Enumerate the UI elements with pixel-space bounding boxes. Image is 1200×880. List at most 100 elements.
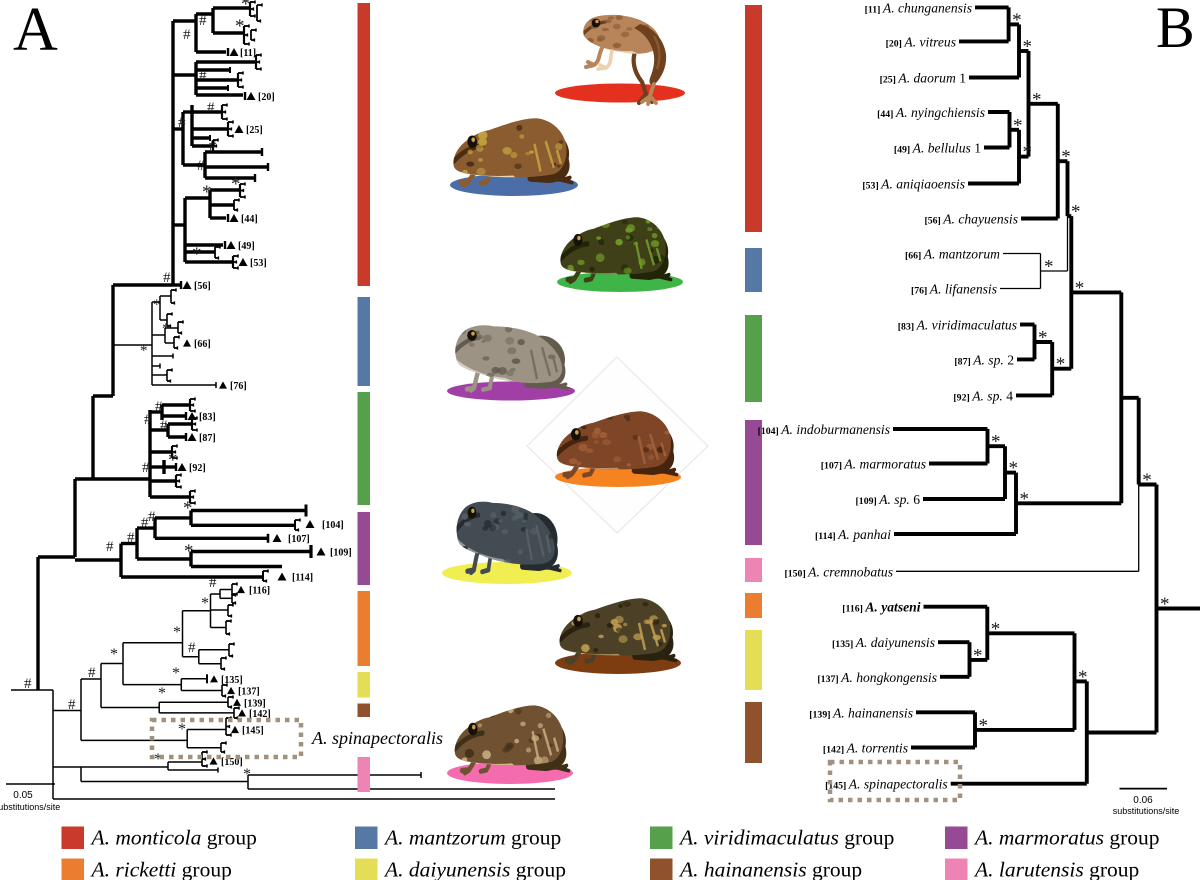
svg-text:*: * bbox=[991, 432, 1001, 453]
svg-text:[135]: [135] bbox=[221, 675, 243, 686]
svg-text:*: * bbox=[1023, 142, 1033, 163]
svg-text:*: * bbox=[1075, 278, 1085, 299]
svg-text:*: * bbox=[231, 174, 241, 195]
svg-text:[145]: [145] bbox=[242, 726, 264, 737]
svg-text:*: * bbox=[202, 182, 212, 203]
svg-text:#: # bbox=[106, 539, 114, 555]
svg-text:#: # bbox=[24, 676, 32, 692]
svg-text:A. ricketti group: A. ricketti group bbox=[90, 858, 232, 880]
svg-text:[142]: [142] bbox=[249, 709, 271, 720]
svg-text:#: # bbox=[68, 697, 76, 713]
svg-text:A. spinapectoralis: A. spinapectoralis bbox=[311, 728, 443, 748]
svg-text:#: # bbox=[178, 115, 186, 131]
svg-text:[53]: [53] bbox=[250, 258, 267, 269]
svg-text:[150]: [150] bbox=[221, 757, 243, 768]
svg-text:[49] A. bellulus 1: [49] A. bellulus 1 bbox=[894, 141, 981, 156]
svg-text:#: # bbox=[197, 158, 205, 174]
svg-text:[83]: [83] bbox=[199, 412, 216, 423]
svg-text:A. daiyunensis group: A. daiyunensis group bbox=[383, 858, 566, 880]
svg-text:*: * bbox=[1078, 667, 1088, 688]
svg-text:*: * bbox=[1071, 202, 1081, 223]
svg-text:#: # bbox=[207, 100, 215, 116]
svg-text:[109]: [109] bbox=[330, 548, 352, 559]
svg-text:[104]: [104] bbox=[322, 520, 344, 531]
svg-text:[44]: [44] bbox=[241, 214, 258, 225]
svg-text:[66]: [66] bbox=[194, 339, 211, 350]
svg-text:#: # bbox=[148, 509, 156, 525]
svg-text:[135] A. daiyunensis: [135] A. daiyunensis bbox=[832, 635, 935, 650]
svg-text:#: # bbox=[160, 418, 168, 434]
svg-text:*: * bbox=[183, 498, 193, 519]
svg-text:#: # bbox=[142, 460, 150, 476]
svg-text:*: * bbox=[158, 685, 166, 702]
svg-text:[20]: [20] bbox=[258, 92, 275, 103]
svg-text:A. larutensis group: A. larutensis group bbox=[973, 858, 1139, 880]
svg-text:[114] A. panhai: [114] A. panhai bbox=[815, 527, 891, 542]
svg-text:A. hainanensis group: A. hainanensis group bbox=[678, 858, 862, 880]
svg-text:A: A bbox=[13, 0, 58, 64]
svg-text:#: # bbox=[127, 530, 135, 546]
svg-text:*: * bbox=[1032, 89, 1042, 110]
svg-text:#: # bbox=[188, 640, 196, 656]
svg-text:[137] A. hongkongensis: [137] A. hongkongensis bbox=[817, 670, 937, 685]
svg-text:*: * bbox=[1009, 458, 1019, 479]
svg-text:[20] A. vitreus: [20] A. vitreus bbox=[886, 34, 956, 49]
svg-text:*: * bbox=[979, 715, 989, 736]
svg-text:substitutions/site: substitutions/site bbox=[1113, 806, 1180, 816]
svg-text:*: * bbox=[235, 16, 245, 37]
svg-text:*: * bbox=[1038, 328, 1048, 349]
svg-text:*: * bbox=[1142, 470, 1152, 491]
svg-text:#: # bbox=[183, 27, 191, 43]
svg-text:[11] A. chunganensis: [11] A. chunganensis bbox=[865, 0, 972, 15]
svg-text:[150] A. cremnobatus: [150] A. cremnobatus bbox=[785, 564, 894, 579]
svg-text:#: # bbox=[199, 68, 207, 84]
svg-text:A. mantzorum group: A. mantzorum group bbox=[383, 826, 561, 850]
svg-text:*: * bbox=[184, 541, 194, 562]
svg-text:A. monticola group: A. monticola group bbox=[90, 826, 257, 850]
svg-text:*: * bbox=[1020, 489, 1030, 510]
svg-text:A. viridimaculatus group: A. viridimaculatus group bbox=[678, 826, 894, 850]
svg-text:[92]: [92] bbox=[189, 463, 206, 474]
svg-text:*: * bbox=[168, 450, 178, 471]
svg-text:[116]: [116] bbox=[249, 586, 270, 597]
svg-text:#: # bbox=[209, 575, 217, 591]
svg-text:[87]: [87] bbox=[199, 433, 216, 444]
svg-text:[92] A. sp. 4: [92] A. sp. 4 bbox=[953, 388, 1013, 403]
svg-text:[142] A. torrentis: [142] A. torrentis bbox=[823, 741, 908, 756]
svg-text:[56] A. chayuensis: [56] A. chayuensis bbox=[924, 212, 1018, 227]
svg-text:*: * bbox=[173, 624, 181, 641]
svg-text:*: * bbox=[172, 665, 180, 682]
svg-text:[11]: [11] bbox=[240, 48, 256, 59]
svg-text:#: # bbox=[141, 515, 149, 531]
svg-text:[139]: [139] bbox=[244, 698, 266, 709]
svg-text:[76]: [76] bbox=[230, 381, 247, 392]
svg-text:*: * bbox=[1012, 10, 1022, 31]
svg-text:*: * bbox=[1013, 115, 1023, 136]
svg-text:[109] A. sp. 6: [109] A. sp. 6 bbox=[856, 492, 921, 507]
svg-text:*: * bbox=[973, 645, 983, 666]
svg-text:substitutions/site: substitutions/site bbox=[0, 802, 60, 812]
svg-text:#: # bbox=[209, 138, 217, 154]
svg-text:*: * bbox=[243, 766, 251, 783]
svg-text:[76] A. lifanensis: [76] A. lifanensis bbox=[911, 282, 997, 297]
svg-text:*: * bbox=[153, 297, 161, 313]
svg-text:*: * bbox=[192, 244, 202, 265]
svg-text:[137]: [137] bbox=[238, 687, 260, 698]
svg-text:A. marmoratus group: A. marmoratus group bbox=[973, 826, 1160, 850]
svg-text:*: * bbox=[1044, 257, 1054, 278]
svg-text:*: * bbox=[201, 595, 209, 612]
svg-text:0.06: 0.06 bbox=[1133, 795, 1153, 806]
svg-text:B: B bbox=[1156, 0, 1195, 60]
svg-text:*: * bbox=[1023, 37, 1033, 58]
svg-text:[83] A. viridimaculatus: [83] A. viridimaculatus bbox=[898, 318, 1017, 333]
svg-text:#: # bbox=[163, 270, 171, 286]
svg-text:[49]: [49] bbox=[238, 241, 255, 252]
svg-text:#: # bbox=[144, 412, 152, 428]
svg-text:*: * bbox=[991, 619, 1001, 640]
svg-text:#: # bbox=[88, 665, 96, 681]
svg-text:[139] A. hainanensis: [139] A. hainanensis bbox=[809, 705, 913, 720]
svg-text:*: * bbox=[1160, 594, 1170, 615]
svg-text:0.05: 0.05 bbox=[13, 790, 33, 801]
svg-text:#: # bbox=[155, 399, 163, 415]
svg-text:[116] A. yatseni: [116] A. yatseni bbox=[842, 600, 920, 615]
